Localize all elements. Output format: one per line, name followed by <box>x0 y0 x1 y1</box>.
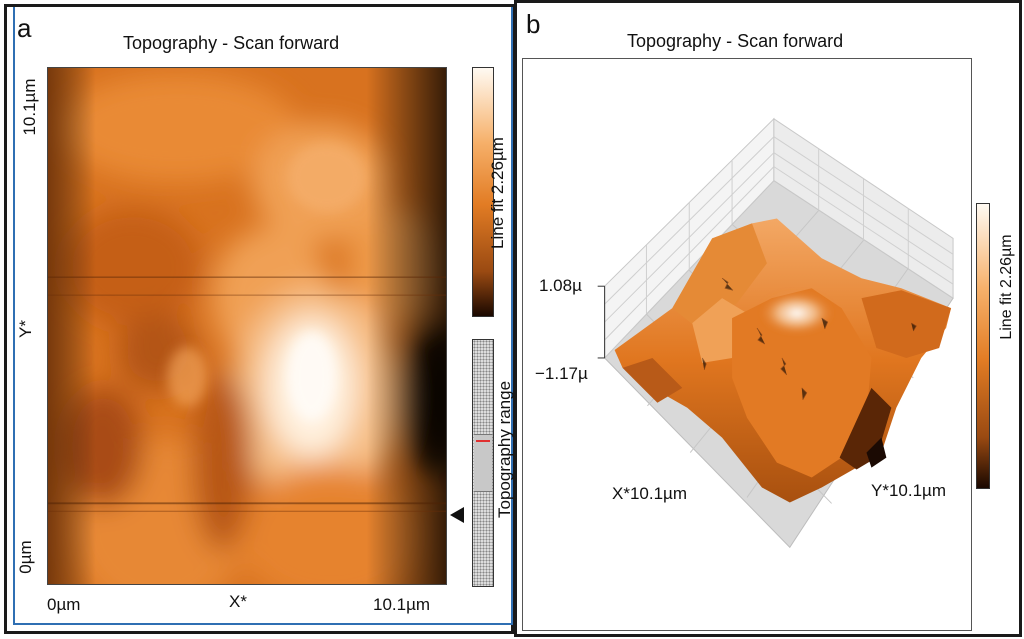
x-axis-label: X*10.1µm <box>612 484 687 503</box>
topography-map[interactable] <box>47 67 447 585</box>
panel-b: b Topography - Scan forward <box>514 0 1022 637</box>
range-window-handle[interactable] <box>474 434 492 492</box>
range-marker <box>476 440 490 442</box>
topography-range-slider[interactable] <box>472 339 494 587</box>
panel-a-frame <box>13 7 513 625</box>
panel-a-letter: a <box>17 13 32 43</box>
x-axis-max-label: 10.1µm <box>373 595 431 614</box>
topography-3d-view[interactable] <box>522 58 972 631</box>
colorbar <box>472 67 494 317</box>
panel-a: a Topography - Scan forward 10.1µm Y* 0µ… <box>4 4 514 634</box>
panel-a-title: Topography - Scan forward <box>123 33 340 53</box>
z-axis-min-label: −1.17µ <box>535 364 588 383</box>
x-axis-title: X* <box>229 592 247 611</box>
z-axis-max-label: 1.08µ <box>539 276 582 295</box>
y-axis-title: Y* <box>16 320 35 338</box>
colorbar-label: Line fit 2.26µm <box>998 234 1015 340</box>
y-axis-max-label: 10.1µm <box>20 78 39 136</box>
range-pointer-icon[interactable] <box>450 507 464 523</box>
y-axis-label: Y*10.1µm <box>871 481 946 500</box>
colorbar <box>976 203 990 489</box>
range-label: Topography range <box>495 380 514 518</box>
x-axis-min-label: 0µm <box>47 595 81 614</box>
colorbar-label: Line fit 2.26µm <box>488 137 507 249</box>
y-axis-min-label: 0µm <box>16 540 35 574</box>
panel-b-title: Topography - Scan forward <box>627 31 844 51</box>
panel-b-letter: b <box>526 9 541 39</box>
